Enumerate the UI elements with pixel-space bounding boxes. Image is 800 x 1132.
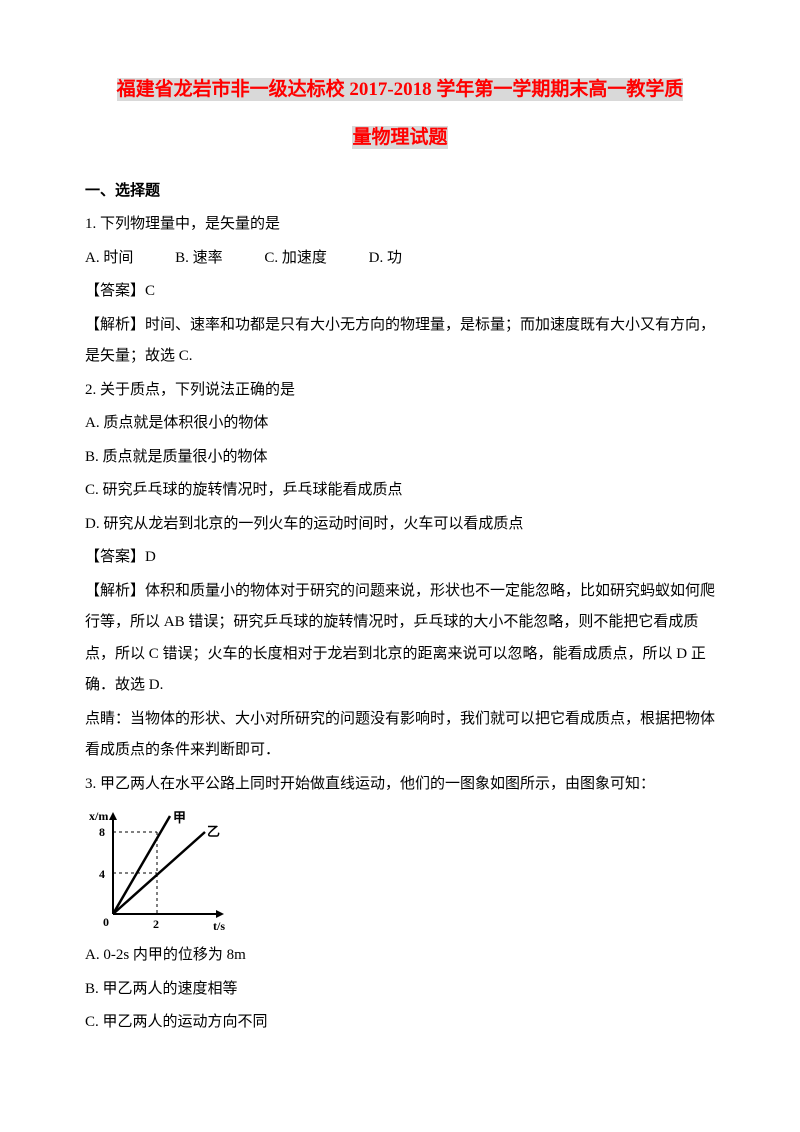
q3-opt-a: A. 0-2s 内甲的位移为 8m [85, 940, 715, 972]
q3-opt-b: B. 甲乙两人的速度相等 [85, 974, 715, 1006]
graph-line2-label: 乙 [207, 824, 220, 839]
q2-opt-a: A. 质点就是体积很小的物体 [85, 408, 715, 440]
q2-explanation1: 【解析】体积和质量小的物体对于研究的问题来说，形状也不一定能忽略，比如研究蚂蚁如… [85, 576, 715, 702]
q1-answer: 【答案】C [85, 276, 715, 308]
graph-xtick2: 2 [153, 917, 159, 931]
graph-svg: x/m t/s 0 8 4 2 甲 乙 [85, 806, 235, 936]
graph-line1-label: 甲 [173, 810, 186, 825]
q3-stem: 3. 甲乙两人在水平公路上同时开始做直线运动，他们的一图象如图所示，由图象可知： [85, 769, 715, 801]
q2-opt-c: C. 研究乒乓球的旋转情况时，乒乓球能看成质点 [85, 475, 715, 507]
q2-explanation2: 点睛：当物体的形状、大小对所研究的问题没有影响时，我们就可以把它看成质点，根据把… [85, 704, 715, 767]
section-heading: 一、选择题 [85, 176, 715, 208]
q2-opt-b: B. 质点就是质量很小的物体 [85, 442, 715, 474]
title-line1: 福建省龙岩市非一级达标校 2017-2018 学年第一学期期末高一教学质 [85, 70, 715, 110]
title-line2: 量物理试题 [85, 118, 715, 158]
q3-graph: x/m t/s 0 8 4 2 甲 乙 [85, 806, 235, 936]
q1-opt-b: B. 速率 [175, 243, 223, 275]
graph-ylabel: x/m [89, 809, 108, 823]
graph-xlabel: t/s [213, 919, 225, 933]
graph-origin: 0 [103, 915, 109, 929]
title-highlight-1: 福建省龙岩市非一级达标校 2017-2018 学年第一学期期末高一教学质 [117, 78, 684, 101]
q1-opt-a: A. 时间 [85, 243, 133, 275]
title-highlight-2: 量物理试题 [352, 126, 447, 149]
q1-opt-d: D. 功 [369, 243, 402, 275]
q2-answer: 【答案】D [85, 542, 715, 574]
q3-opt-c: C. 甲乙两人的运动方向不同 [85, 1007, 715, 1039]
q2-opt-d: D. 研究从龙岩到北京的一列火车的运动时间时，火车可以看成质点 [85, 509, 715, 541]
q1-opt-c: C. 加速度 [264, 243, 327, 275]
q1-options: A. 时间 B. 速率 C. 加速度 D. 功 [85, 243, 715, 275]
q1-explanation: 【解析】时间、速率和功都是只有大小无方向的物理量，是标量；而加速度既有大小又有方… [85, 310, 715, 373]
q2-stem: 2. 关于质点，下列说法正确的是 [85, 375, 715, 407]
graph-ytick4: 4 [99, 867, 105, 881]
q1-stem: 1. 下列物理量中，是矢量的是 [85, 209, 715, 241]
graph-ytick8: 8 [99, 825, 105, 839]
